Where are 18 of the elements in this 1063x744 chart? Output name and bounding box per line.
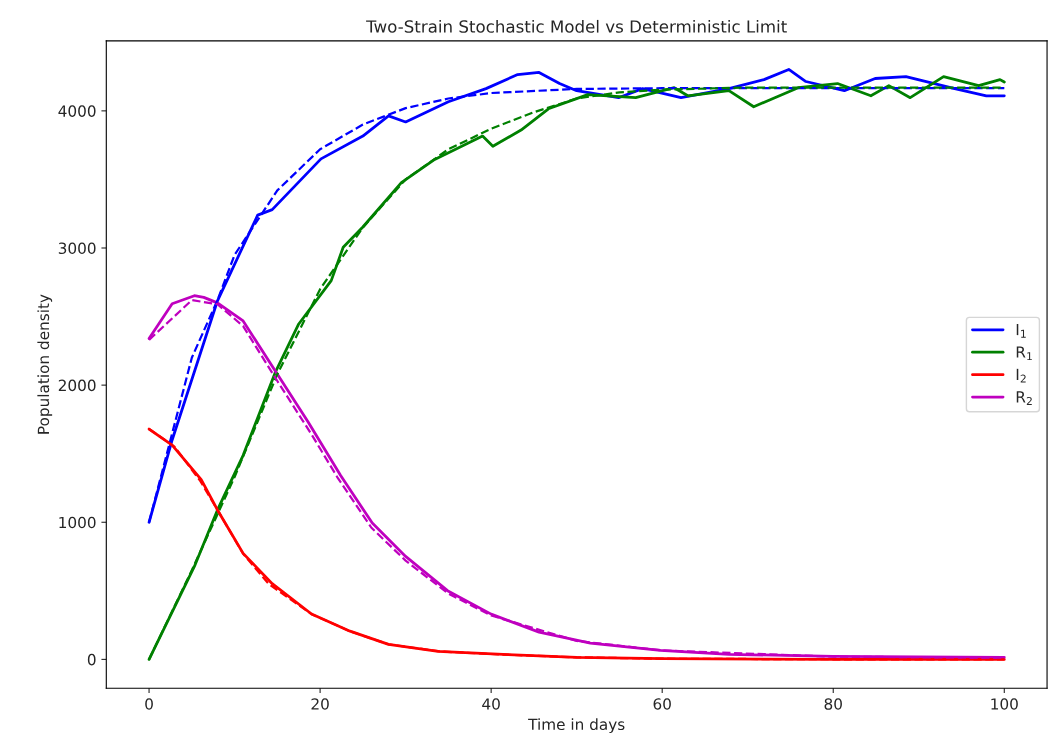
legend-label: R$_{1}$: [1016, 346, 1032, 361]
legend-label: I$_{2}$: [1016, 368, 1026, 383]
y-tick-label: 1000: [59, 516, 96, 529]
x-tick-label: 60: [653, 698, 671, 710]
x-tick-label: 40: [482, 698, 500, 710]
legend-label: R$_{2}$: [1016, 391, 1032, 405]
x-axis-title: Time in days: [528, 718, 625, 734]
x-tick-label: 0: [145, 698, 153, 710]
legend-label: I$_{1}$: [1016, 323, 1026, 338]
y-tick-label: 4000: [58, 105, 96, 117]
x-tick-label: 80: [824, 698, 842, 710]
y-tick-label: 2000: [58, 379, 96, 392]
y-tick-label: 3000: [58, 242, 96, 255]
y-axis-title: Population density: [37, 294, 53, 434]
chart-title: Two-Strain Stochastic Model vs Deterministic Limit: [366, 19, 787, 33]
x-tick-label: 20: [311, 698, 329, 710]
x-tick-label: 100: [991, 698, 1018, 710]
y-tick-label: 0: [87, 653, 96, 666]
